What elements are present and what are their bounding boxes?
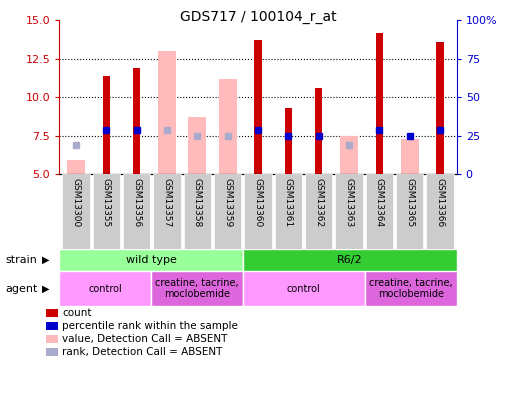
Bar <box>400 139 419 174</box>
Text: GSM13356: GSM13356 <box>132 178 141 227</box>
Text: GSM13364: GSM13364 <box>375 178 384 227</box>
Bar <box>243 271 365 306</box>
Bar <box>59 271 151 306</box>
Text: GSM13360: GSM13360 <box>253 178 263 227</box>
Text: GSM13359: GSM13359 <box>223 178 232 227</box>
Bar <box>67 160 85 174</box>
Bar <box>243 249 457 271</box>
Bar <box>151 271 243 306</box>
Text: control: control <box>88 284 122 294</box>
Bar <box>184 174 211 249</box>
Bar <box>376 32 383 174</box>
Bar <box>188 117 206 174</box>
Bar <box>396 174 423 249</box>
Bar <box>365 271 457 306</box>
Text: percentile rank within the sample: percentile rank within the sample <box>62 321 238 331</box>
Bar <box>436 42 444 174</box>
Text: GSM13300: GSM13300 <box>72 178 80 227</box>
Bar <box>158 51 176 174</box>
Text: creatine, tacrine,
moclobemide: creatine, tacrine, moclobemide <box>369 278 453 299</box>
Text: ▶: ▶ <box>42 255 50 265</box>
Text: GSM13362: GSM13362 <box>314 178 323 227</box>
Bar <box>103 76 110 174</box>
Text: ▶: ▶ <box>42 284 50 294</box>
Bar <box>284 108 292 174</box>
Text: R6/2: R6/2 <box>337 255 363 265</box>
Text: GSM13366: GSM13366 <box>436 178 444 227</box>
Text: GSM13355: GSM13355 <box>102 178 111 227</box>
Bar <box>123 174 150 249</box>
Text: rank, Detection Call = ABSENT: rank, Detection Call = ABSENT <box>62 347 222 357</box>
Text: GSM13357: GSM13357 <box>163 178 171 227</box>
Bar <box>245 174 271 249</box>
Bar <box>59 249 243 271</box>
Text: count: count <box>62 308 91 318</box>
Text: strain: strain <box>5 255 37 265</box>
Text: GSM13361: GSM13361 <box>284 178 293 227</box>
Bar <box>219 79 237 174</box>
Bar <box>254 40 262 174</box>
Bar <box>214 174 241 249</box>
Text: wild type: wild type <box>125 255 176 265</box>
Text: GSM13365: GSM13365 <box>405 178 414 227</box>
Bar <box>335 174 363 249</box>
Bar <box>93 174 120 249</box>
Bar <box>426 174 454 249</box>
Bar <box>305 174 332 249</box>
Bar <box>315 88 322 174</box>
Text: GDS717 / 100104_r_at: GDS717 / 100104_r_at <box>180 10 336 24</box>
Bar <box>275 174 302 249</box>
Text: control: control <box>287 284 321 294</box>
Text: value, Detection Call = ABSENT: value, Detection Call = ABSENT <box>62 334 227 344</box>
Text: GSM13363: GSM13363 <box>345 178 353 227</box>
Bar <box>62 174 90 249</box>
Text: creatine, tacrine,
moclobemide: creatine, tacrine, moclobemide <box>155 278 239 299</box>
Bar <box>153 174 181 249</box>
Text: GSM13358: GSM13358 <box>193 178 202 227</box>
Bar <box>133 68 140 174</box>
Bar <box>340 136 358 174</box>
Bar <box>366 174 393 249</box>
Text: agent: agent <box>5 284 38 294</box>
